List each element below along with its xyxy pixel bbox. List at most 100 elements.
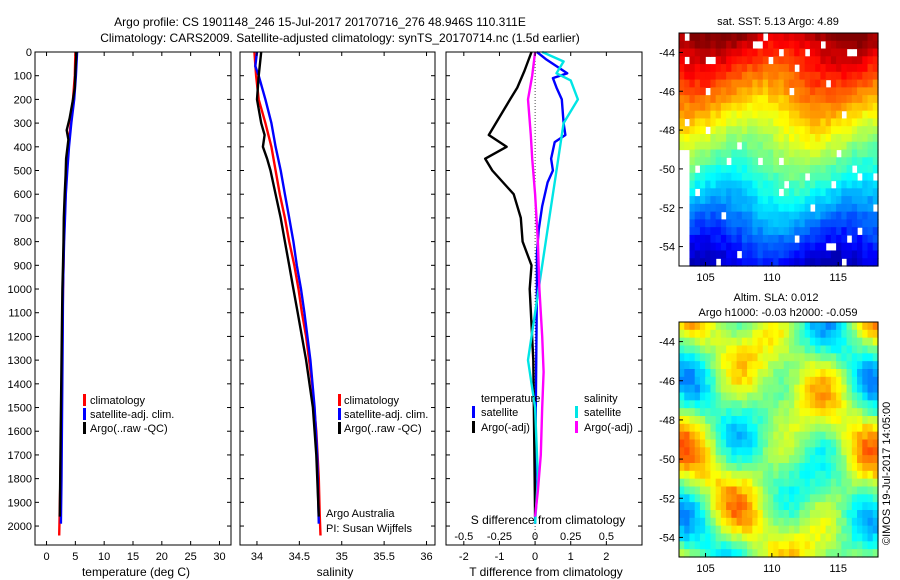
map-cell [809, 40, 816, 50]
map-cell [731, 337, 738, 347]
map-cell [679, 40, 685, 50]
x-tick-label: 115 [829, 272, 847, 284]
map-cell [799, 353, 806, 362]
map-cell [731, 416, 738, 425]
map-cell [836, 494, 842, 503]
map-cell [809, 188, 816, 197]
map-cell [846, 165, 853, 174]
map-cell [867, 71, 874, 81]
map-cell [684, 369, 691, 378]
map-cell [741, 384, 748, 394]
map-cell [689, 48, 696, 57]
map-cell [720, 56, 727, 65]
map-cell [736, 510, 743, 519]
map-cell [851, 102, 858, 112]
map-cell [825, 172, 832, 182]
map-cell [872, 196, 879, 205]
map-cell [820, 408, 827, 417]
map-cell [689, 180, 696, 189]
map-cell [715, 369, 722, 378]
map-cell [747, 196, 753, 205]
map-cell [799, 48, 806, 57]
map-cell [788, 533, 795, 542]
map-cell [731, 87, 738, 96]
map-cell [830, 102, 837, 112]
map-cell [857, 455, 863, 464]
map-cell [747, 345, 753, 354]
map-cell [710, 400, 717, 409]
map-cell [836, 376, 842, 386]
map-cell [788, 149, 795, 158]
map-cell [872, 329, 879, 339]
map-cell [778, 250, 785, 259]
map-cell [768, 87, 774, 96]
map-cell [773, 95, 780, 104]
map-cell [836, 400, 842, 409]
map-cell [726, 118, 732, 127]
sla-map-subtitle: Argo h1000: -0.03 h2000: -0.059 [698, 307, 857, 319]
map-cell [715, 64, 722, 73]
map-cell [836, 203, 842, 213]
map-cell [757, 502, 764, 511]
map-cell [694, 196, 701, 205]
map-cell [830, 329, 837, 339]
map-cell [778, 79, 785, 88]
map-cell [710, 157, 717, 166]
map-cell [862, 463, 869, 472]
map-cell [710, 87, 717, 96]
map-cell [862, 494, 869, 503]
map-cell [872, 141, 879, 151]
map-cell [794, 141, 801, 151]
map-cell [741, 165, 748, 174]
map-cell [872, 376, 879, 386]
x-tick-label: 2 [603, 551, 609, 563]
map-cell [830, 470, 837, 480]
map-cell [699, 541, 706, 550]
map-cell [689, 242, 696, 252]
map-cell [705, 157, 712, 166]
map-cell [699, 48, 706, 57]
map-cell [731, 110, 738, 120]
map-cell [867, 180, 874, 189]
map-cell [715, 87, 722, 96]
map-cell [726, 431, 732, 441]
map-cell [857, 234, 863, 244]
map-cell [694, 533, 701, 542]
map-cell [762, 486, 769, 495]
map-cell [741, 79, 748, 88]
map-cell [825, 211, 832, 220]
map-cell [752, 157, 759, 166]
map-cell [757, 470, 764, 480]
map-cell [778, 165, 785, 174]
map-cell [768, 376, 774, 386]
map-cell [689, 322, 696, 331]
legend-swatch-argo [83, 422, 86, 434]
map-cell [731, 203, 738, 213]
map-cell [731, 242, 738, 252]
map-cell [825, 33, 832, 42]
map-cell [862, 172, 869, 182]
map-cell [715, 203, 722, 213]
map-cell [699, 353, 706, 362]
map-cell [689, 64, 696, 73]
map-cell [815, 470, 821, 480]
map-cell [694, 242, 701, 252]
map-cell [762, 118, 769, 127]
map-cell [804, 141, 811, 151]
map-cell [679, 517, 685, 527]
map-cell [836, 118, 842, 127]
map-cell [684, 463, 691, 472]
map-cell [768, 470, 774, 480]
map-cell [867, 400, 874, 409]
map-cell [720, 533, 727, 542]
map-cell [699, 361, 706, 370]
map-cell [872, 227, 879, 236]
map-cell [710, 392, 717, 401]
map-cell [804, 533, 811, 542]
map-cell [752, 234, 759, 244]
map-cell [851, 541, 858, 550]
map-cell [715, 126, 722, 135]
map-cell [773, 242, 780, 252]
map-cell [705, 408, 712, 417]
map-cell [710, 431, 717, 441]
